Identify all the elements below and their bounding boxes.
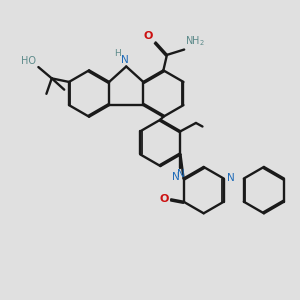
Text: O: O [159, 194, 169, 204]
Text: N: N [121, 55, 129, 65]
Text: NH$_2$: NH$_2$ [185, 34, 205, 48]
Text: N: N [177, 169, 184, 179]
Text: N: N [172, 172, 180, 182]
Text: H: H [114, 49, 121, 58]
Text: N: N [227, 173, 235, 183]
Text: O: O [143, 31, 153, 41]
Text: HO: HO [21, 56, 36, 66]
